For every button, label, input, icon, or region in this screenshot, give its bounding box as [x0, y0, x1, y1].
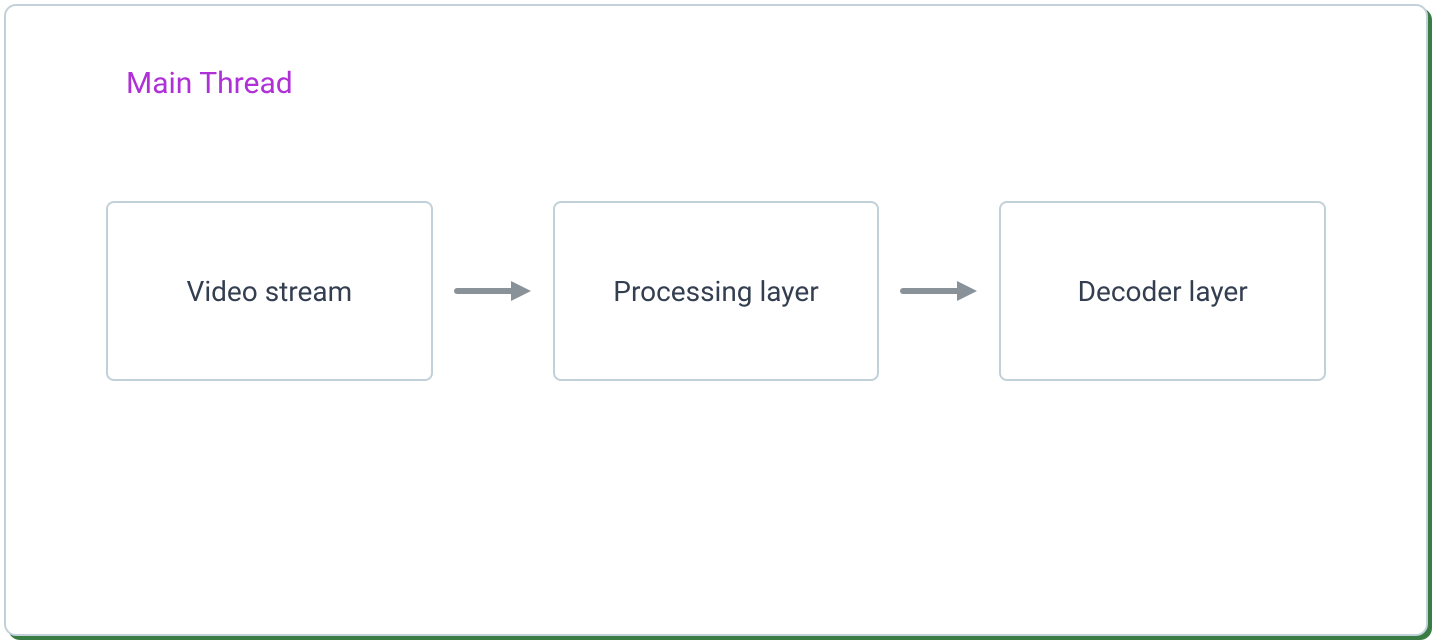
node-processing-layer: Processing layer — [553, 201, 880, 381]
diagram-title: Main Thread — [126, 66, 1326, 101]
node-decoder-layer: Decoder layer — [999, 201, 1326, 381]
arrow-icon — [453, 279, 533, 303]
node-label: Processing layer — [613, 275, 818, 308]
flow-row: Video stream Processing layer Decoder la… — [106, 201, 1326, 381]
arrow-icon — [899, 279, 979, 303]
diagram-container: Main Thread Video stream Processing laye… — [4, 4, 1428, 636]
node-video-stream: Video stream — [106, 201, 433, 381]
node-label: Video stream — [187, 275, 353, 308]
node-label: Decoder layer — [1078, 275, 1248, 308]
